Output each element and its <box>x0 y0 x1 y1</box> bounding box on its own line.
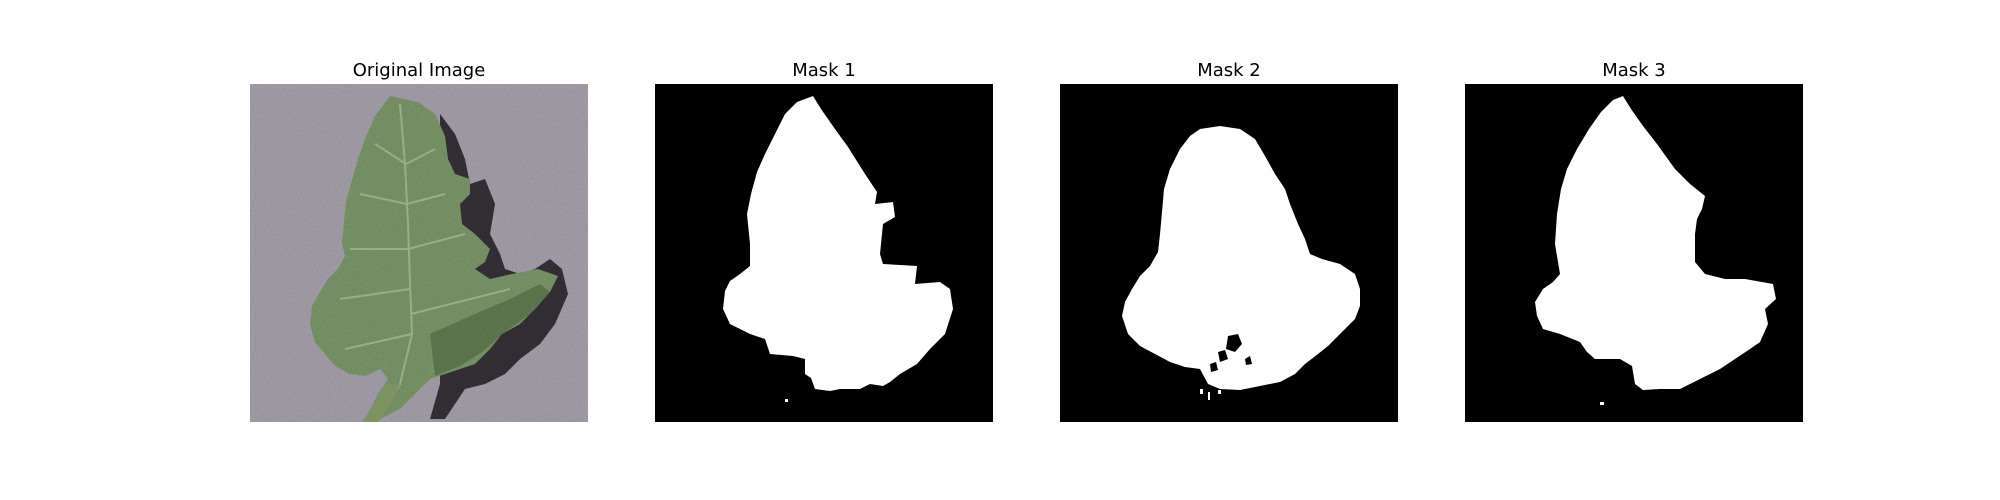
mask-1-panel: Mask 1 <box>655 57 993 84</box>
panel-title: Original Image <box>250 57 588 84</box>
original-image-panel: Original Image <box>250 57 588 84</box>
panel-title: Mask 2 <box>1060 57 1398 84</box>
mask-1-image <box>655 84 993 422</box>
mask-3-panel: Mask 3 <box>1465 57 1803 84</box>
mask-3-image <box>1465 84 1803 422</box>
panel-title: Mask 1 <box>655 57 993 84</box>
mask-2-panel: Mask 2 <box>1060 57 1398 84</box>
mask-2-image <box>1060 84 1398 422</box>
panel-title: Mask 3 <box>1465 57 1803 84</box>
original-image <box>250 84 588 422</box>
